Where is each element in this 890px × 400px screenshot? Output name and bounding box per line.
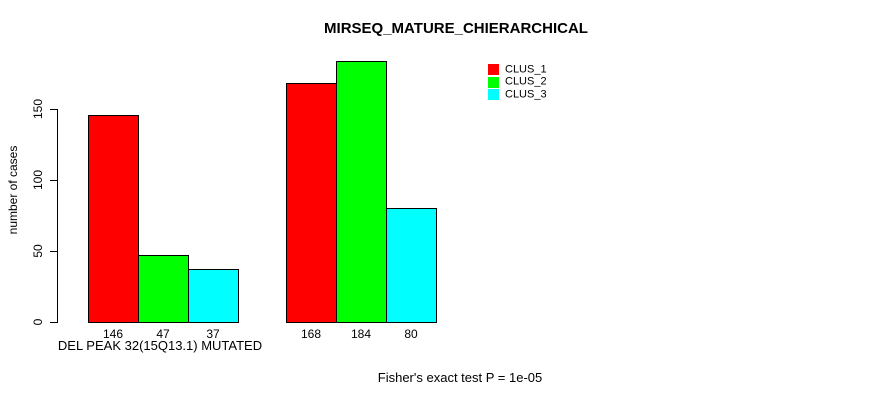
statistical-test-annotation: Fisher's exact test P = 1e-05 [377,370,543,385]
chart-title: MIRSEQ_MATURE_CHIERARCHICAL [324,20,588,37]
y-axis-tick [50,322,57,323]
y-axis-line [57,109,58,323]
bar-clus_1-group-1 [88,114,139,323]
bar-clus_3-group-1 [188,269,239,323]
bar-clus_3-group-2 [386,208,437,323]
legend-label-clus_1: CLUS_1 [505,63,547,75]
bar-value-label: 146 [102,327,124,341]
y-axis-tick [50,251,57,252]
bar-value-label: 168 [300,327,322,341]
bar-clus_1-group-2 [286,83,337,323]
legend-swatch-clus_1 [488,64,499,75]
legend-label-clus_2: CLUS_2 [505,75,547,88]
y-axis-tick-label: 100 [31,169,45,191]
legend-label-clus_3: CLUS_3 [505,88,547,100]
legend-swatch-clus_3 [488,89,499,100]
y-axis-tick-label: 150 [31,98,45,120]
y-axis-tick-label: 0 [31,318,45,326]
legend-swatch-clus_2 [488,76,499,88]
bar-clus_2-group-2 [336,60,387,323]
bar-value-label: 80 [404,327,418,341]
bar-value-label: 37 [206,327,220,341]
y-axis-tick [50,180,57,181]
y-axis-label: number of cases [6,145,20,235]
y-axis-tick [50,109,57,110]
bar-value-label: 47 [156,327,170,341]
bar-clus_2-group-1 [138,255,189,323]
bar-value-label: 184 [350,327,372,341]
y-axis-tick-label: 50 [31,244,45,258]
x-group-label: DEL PEAK 32(15Q13.1) MUTATED [57,338,263,353]
